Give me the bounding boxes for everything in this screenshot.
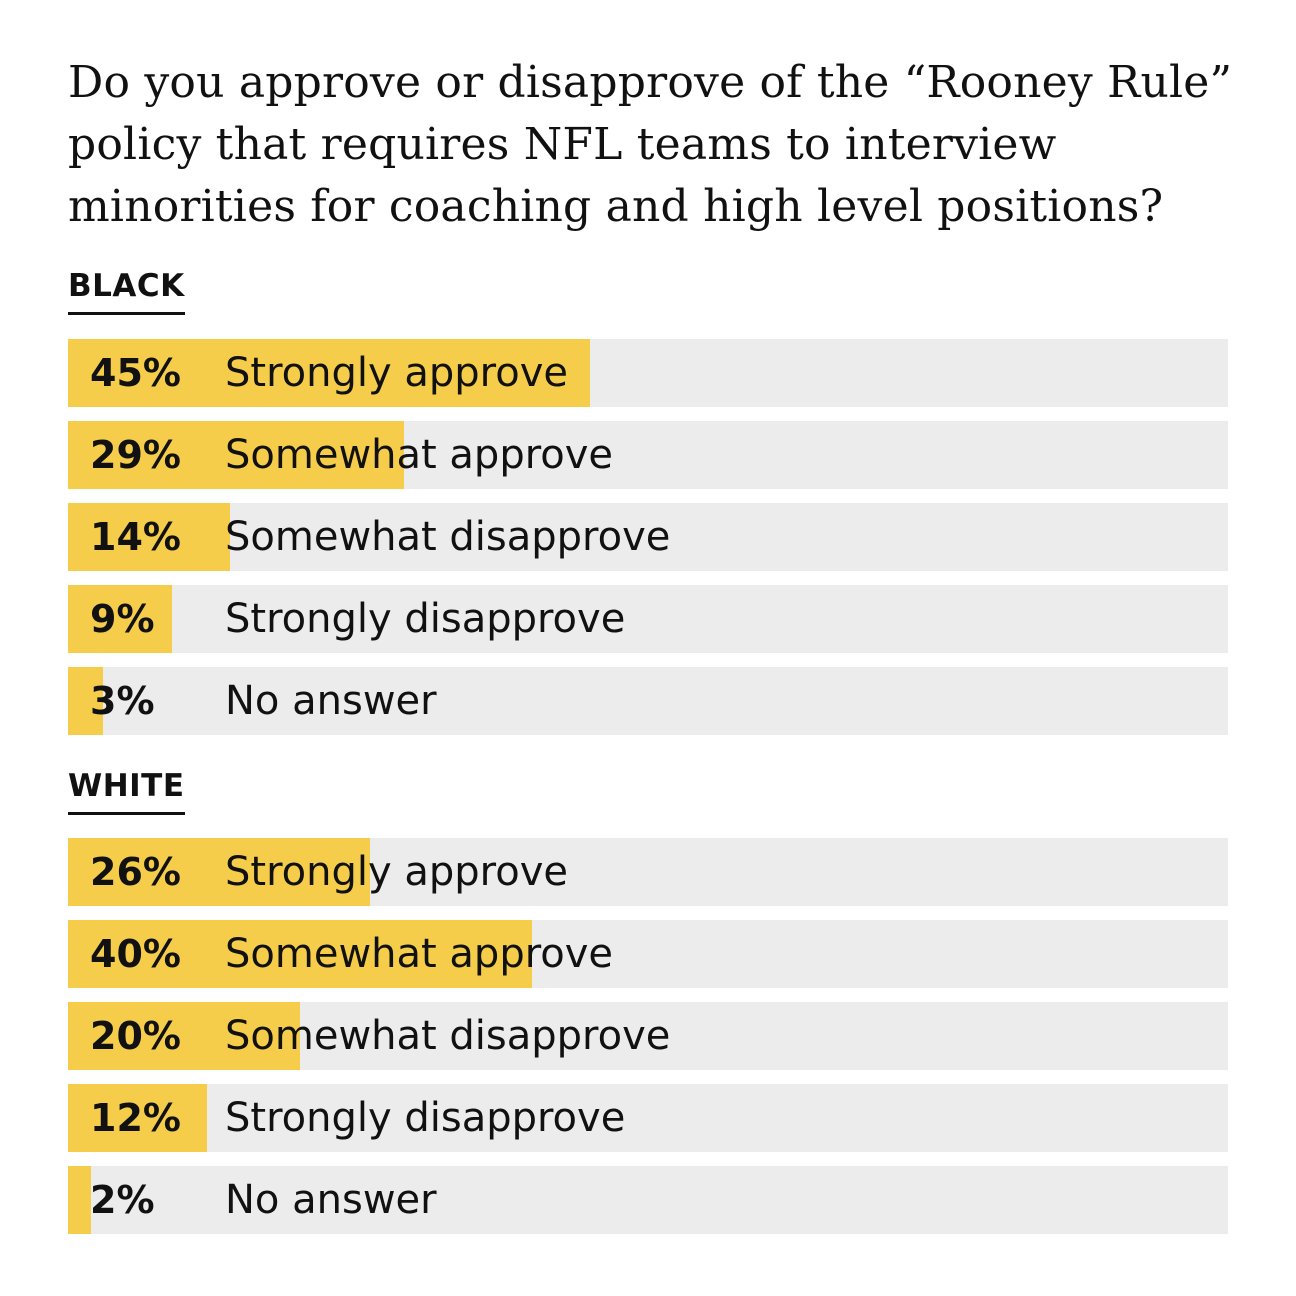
group-label-white: WHITE bbox=[68, 766, 185, 815]
data-label: 9% bbox=[90, 597, 155, 641]
category-label: Somewhat disapprove bbox=[225, 1013, 671, 1059]
bar-white bbox=[68, 1002, 300, 1070]
bar-row-black: 3% No answer bbox=[68, 667, 1228, 735]
bar-row-white: 12% Strongly disapprove bbox=[68, 1084, 1228, 1152]
data-label: 29% bbox=[90, 433, 181, 477]
bar-group-white: 26% Strongly approve 40% Somewhat approve 20… bbox=[68, 838, 1228, 1248]
category-label: No answer bbox=[225, 678, 437, 724]
bar-row-white: 20% Somewhat disapprove bbox=[68, 1002, 1228, 1070]
category-label: Strongly disapprove bbox=[225, 1095, 626, 1141]
data-label: 26% bbox=[90, 850, 181, 894]
bar-row-black: 9% Strongly disapprove bbox=[68, 585, 1228, 653]
data-label: 2% bbox=[90, 1178, 155, 1222]
bar-white bbox=[68, 1166, 91, 1234]
bar-row-black: 29% Somewhat approve bbox=[68, 421, 1228, 489]
category-label: Somewhat disapprove bbox=[225, 514, 671, 560]
bar-row-white: 40% Somewhat approve bbox=[68, 920, 1228, 988]
data-label: 3% bbox=[90, 679, 155, 723]
data-label: 14% bbox=[90, 515, 181, 559]
bar-black bbox=[68, 503, 230, 571]
category-label: Strongly approve bbox=[225, 350, 568, 396]
data-label: 12% bbox=[90, 1096, 181, 1140]
data-label: 20% bbox=[90, 1014, 181, 1058]
group-label-black: BLACK bbox=[68, 266, 185, 315]
data-label: 40% bbox=[90, 932, 181, 976]
category-label: Somewhat approve bbox=[225, 432, 614, 478]
bar-row-white: 2% No answer bbox=[68, 1166, 1228, 1234]
chart-title: Do you approve or disapprove of the “Roo… bbox=[68, 57, 1233, 232]
category-label: Strongly disapprove bbox=[225, 596, 626, 642]
bar-white bbox=[68, 920, 532, 988]
bar-white bbox=[68, 1084, 207, 1152]
category-label: Somewhat approve bbox=[225, 931, 614, 977]
category-label: Strongly approve bbox=[225, 849, 568, 895]
bar-black bbox=[68, 667, 103, 735]
bar-black bbox=[68, 585, 172, 653]
bar-black bbox=[68, 339, 590, 407]
bar-row-white: 26% Strongly approve bbox=[68, 838, 1228, 906]
data-label: 45% bbox=[90, 351, 181, 395]
bar-black bbox=[68, 421, 404, 489]
bar-white bbox=[68, 838, 370, 906]
bar-group-black: 45% Strongly approve 29% Somewhat approve 14… bbox=[68, 339, 1228, 749]
bar-row-black: 45% Strongly approve bbox=[68, 339, 1228, 407]
category-label: No answer bbox=[225, 1177, 437, 1223]
bar-row-black: 14% Somewhat disapprove bbox=[68, 503, 1228, 571]
